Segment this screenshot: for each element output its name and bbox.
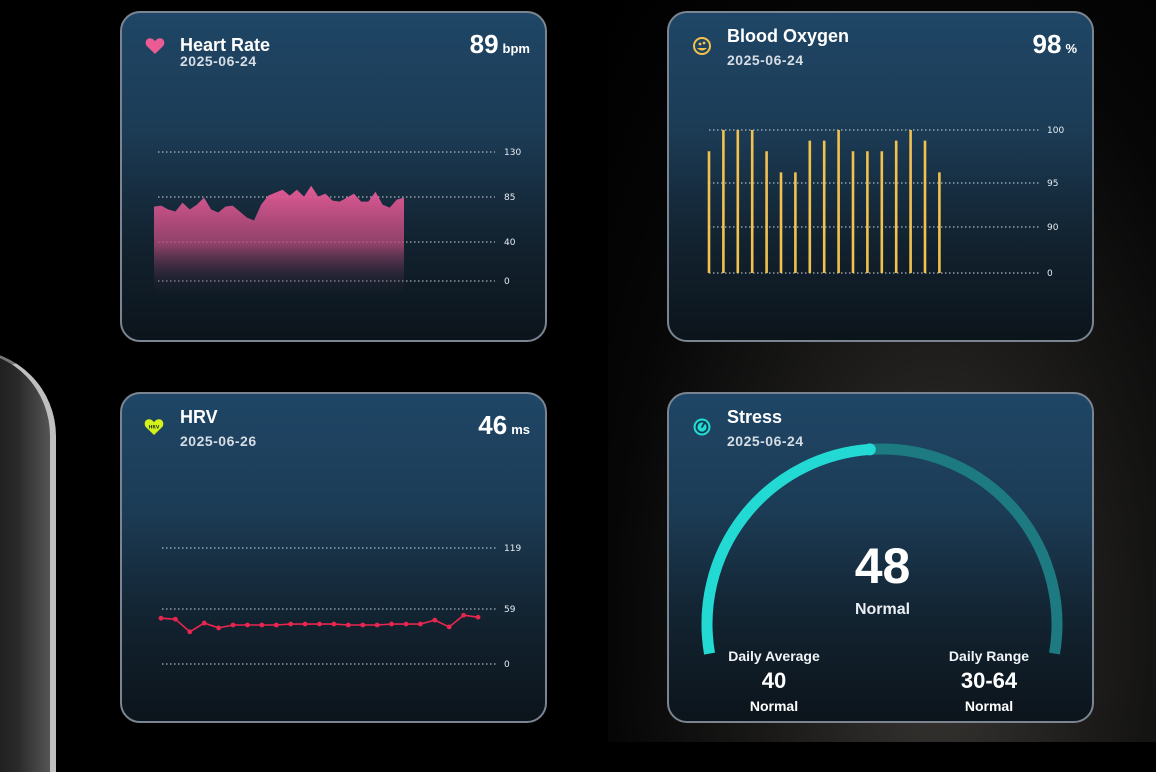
- hrv-point: [374, 622, 380, 628]
- y-tick-label: 0: [504, 277, 510, 287]
- value-number: 98: [1032, 29, 1062, 59]
- oxygen-droplet-icon: [693, 37, 711, 55]
- hrv-point: [273, 622, 279, 628]
- y-tick-label: 0: [1047, 269, 1053, 279]
- blood-oxygen-chart: 100 95 90 0: [707, 126, 1064, 279]
- y-tick-label: 130: [504, 148, 521, 158]
- y-tick-label: 95: [1047, 179, 1058, 189]
- hrv-point: [317, 621, 322, 627]
- current-value: 46 ms: [478, 410, 530, 441]
- daily-range: Daily Range 30-64 Normal: [924, 648, 1054, 714]
- card-title: Heart Rate: [180, 35, 271, 55]
- heart-rate-card[interactable]: Heart Rate 2025-06-24 89 bpm 130 85 40 0: [120, 11, 547, 342]
- hrv-point: [360, 622, 366, 628]
- hrv-chart: 119 59 0: [158, 544, 521, 670]
- value-number: 46: [478, 410, 508, 440]
- y-tick-label: 100: [1047, 126, 1064, 136]
- stress-score: 48: [854, 538, 911, 594]
- stress-level: Normal: [854, 601, 911, 618]
- device-frame-edge: [0, 350, 56, 772]
- card-date: 2025-06-24: [727, 52, 804, 68]
- stress-card[interactable]: Stress 2025-06-24 48 Normal Daily Averag…: [667, 392, 1094, 723]
- hrv-heart-icon: HRV: [144, 419, 164, 435]
- blood-oxygen-card[interactable]: Blood Oxygen 2025-06-24 98% 100 95 90 0: [667, 11, 1094, 342]
- value-unit: ms: [511, 422, 530, 437]
- hrv-point: [230, 622, 236, 628]
- y-tick-label: 59: [504, 605, 516, 615]
- value-unit: %: [1065, 41, 1077, 56]
- hrv-point: [245, 622, 250, 628]
- hrv-point: [461, 612, 466, 618]
- y-tick-label: 119: [504, 544, 521, 554]
- hrv-point: [187, 629, 193, 635]
- daily-range-level: Normal: [964, 698, 1014, 714]
- hrv-point: [446, 624, 452, 630]
- stress-gauge-icon: [693, 418, 711, 436]
- hrv-point: [345, 622, 351, 628]
- gauge-knob: [863, 443, 876, 456]
- hrv-point: [173, 616, 178, 622]
- hrv-point: [389, 621, 394, 627]
- card-date: 2025-06-24: [180, 53, 257, 69]
- hrv-point: [216, 625, 222, 631]
- heart-rate-area: [154, 185, 404, 293]
- card-date: 2025-06-26: [180, 433, 257, 449]
- hrv-point: [158, 615, 164, 621]
- daily-average: Daily Average 40 Normal: [709, 648, 839, 714]
- daily-average-label: Daily Average: [728, 648, 820, 664]
- hrv-icon-label: HRV: [149, 425, 160, 431]
- daily-average-value: 40: [761, 668, 787, 693]
- y-tick-label: 40: [504, 238, 516, 248]
- card-title: HRV: [180, 407, 218, 427]
- gauge-progress: [701, 443, 871, 655]
- y-tick-label: 0: [504, 660, 510, 670]
- hrv-point: [331, 621, 337, 627]
- hrv-point: [288, 621, 294, 627]
- y-tick-label: 85: [504, 193, 515, 203]
- hrv-point: [201, 620, 207, 626]
- daily-average-level: Normal: [749, 698, 799, 714]
- hrv-point: [432, 617, 438, 623]
- card-title: Blood Oxygen: [727, 26, 850, 46]
- hrv-point: [417, 621, 423, 627]
- daily-range-label: Daily Range: [948, 648, 1030, 664]
- y-tick-label: 90: [1047, 223, 1059, 233]
- value-unit: bpm: [502, 41, 530, 56]
- card-date: 2025-06-24: [727, 433, 804, 449]
- hrv-card[interactable]: HRV HRV 2025-06-26 46 ms 119 59 0: [120, 392, 547, 723]
- value-number: 89: [469, 29, 499, 59]
- heart-rate-chart: 130 85 40 0: [154, 148, 521, 293]
- hrv-point: [475, 614, 481, 620]
- hrv-point: [403, 621, 409, 627]
- current-value: 89 bpm: [470, 29, 530, 60]
- hrv-point: [259, 622, 265, 628]
- current-value: 98%: [1033, 29, 1077, 60]
- heart-icon: [145, 38, 165, 54]
- hrv-point: [302, 621, 308, 627]
- card-title: Stress: [727, 407, 783, 427]
- daily-range-value: 30-64: [960, 668, 1018, 693]
- stress-gauge: [701, 443, 1063, 655]
